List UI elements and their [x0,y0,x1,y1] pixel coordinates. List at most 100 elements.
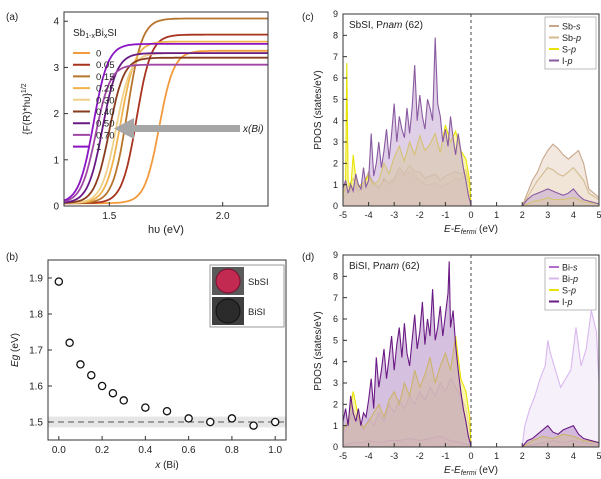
y-tick-label-a: 4 [53,17,59,28]
panel-a: (a) 1.5 2.0 0 1 2 3 4 hυ (eV) {F(R)*hυ}1/2 Sb1-xBi… [6,11,269,236]
y-tick-label-c: 0 [333,201,338,211]
x-axis-label-d: E-Efermi (eV) [444,465,498,477]
x-tick-label-a: 1.5 [102,211,116,222]
x-tick-label-c: -5 [339,210,347,220]
arrow-head [114,118,134,139]
data-point-b [227,414,237,423]
arrow-annotation: x(Bi) [242,124,264,135]
y-axis-label-d: PDOS (states/eV) [313,311,324,390]
x-tick-label-d: -4 [365,451,373,461]
legend-label-c: Sb-s [562,21,581,31]
x-tick-label-d: 4 [571,451,576,461]
y-tick-label-c: 9 [333,9,338,19]
x-tick-label-b: 0.0 [52,445,66,456]
x-tick-label-d: 0 [468,451,473,461]
x-tick-label-d: -5 [339,451,347,461]
panel-a-label: (a) [6,12,18,23]
y-tick-label-a: 1 [53,155,59,166]
sample-bisi [215,298,241,324]
panel-c-series [343,37,599,206]
x-tick-label-c: 2 [520,210,525,220]
legend-label-a: 0.25 [96,84,115,95]
y-tick-label-b: 1.7 [29,346,43,357]
y-tick-label-a: 2 [53,109,59,120]
legend-label-a: 0.70 [96,130,115,141]
data-point-b [65,338,74,348]
legend-label-d: Bi-s [562,262,578,272]
x-axis-label-b: x (Bi) [154,460,178,471]
data-point-b [108,388,118,398]
curve-1 [64,43,268,202]
data-point-b [184,414,193,423]
legend-label-a: 1 [96,142,101,153]
x-tick-label-c: -4 [365,210,373,220]
curve-0.05 [64,33,268,205]
x-tick-label-c: 4 [571,210,576,220]
y-tick-label-c: 2 [333,159,338,169]
y-tick-label-b: 1.9 [29,274,43,285]
panel-c-title: SbSI, Pnam (62) [349,20,423,31]
panel-d-title: BiSI, Pnam (62) [349,261,420,272]
panel-a-curves [64,17,268,205]
x-tick-label-c: 1 [494,210,499,220]
panel-d-label: (d) [302,252,314,263]
y-tick-label-d: 1 [333,421,338,431]
panel-b-label: (b) [6,252,18,263]
series-line-I-p [343,37,599,206]
legend-label-a: 0.30 [96,95,115,106]
sample-sbsi [215,268,241,294]
legend-label-a: 0.15 [96,72,115,83]
data-point-b [97,381,107,391]
y-tick-label-d: 2 [333,400,338,410]
x-tick-label-c: -1 [441,210,449,220]
panel-d-series [343,261,599,447]
x-tick-label-c: 0 [468,210,473,220]
x-tick-label-d: 1 [494,451,499,461]
curve-0.70 [64,63,268,203]
y-tick-label-c: 5 [333,95,338,105]
x-tick-label-d: -1 [441,451,449,461]
y-tick-label-d: 3 [333,378,338,388]
legend-label-a: 0.40 [96,107,115,118]
data-point-b [162,406,172,416]
x-tick-label-b: 0.2 [95,445,109,456]
legend-label-a: 0.05 [96,60,115,71]
x-tick-label-b: 1.0 [268,445,282,456]
y-tick-label-a: 3 [53,63,59,74]
legend-title-a: Sb1-xBixSI [73,28,117,40]
data-point-b [249,421,258,430]
y-axis-label-a: {F(R)*hυ}1/2 [21,83,33,134]
x-axis-label-a: hυ (eV) [148,224,184,236]
panel-c: (c) -5 -4 -3 -2 -1 0 1 2 3 4 5 0 1 2 3 4 5 6 7 8 9 E-Efermi (e… [302,9,601,236]
data-point-b [87,370,96,380]
x-tick-label-b: 0.6 [182,445,196,456]
x-tick-label-b: 0.4 [138,445,152,456]
x-tick-label-d: 2 [520,451,525,461]
y-tick-label-b: 1.5 [29,418,43,429]
curve-0.15 [64,17,268,205]
series-line-I-p [343,261,599,447]
panel-c-label: (c) [302,12,314,23]
x-axis-label-c: E-Efermi (eV) [444,224,498,236]
panel-b: (b) 0.0 0.2 0.4 0.6 0.8 1.0 1.5 1.6 1.7 1.8 1.9 x (B… [6,252,287,471]
y-tick-label-c: 3 [333,137,338,147]
x-tick-label-a: 2.0 [216,211,230,222]
y-tick-label-d: 7 [333,293,338,303]
y-tick-label-b: 1.8 [29,310,43,321]
data-point-b [76,360,85,369]
x-tick-label-d: 5 [596,451,601,461]
y-tick-label-d: 9 [333,250,338,260]
x-tick-label-d: -3 [390,451,398,461]
x-tick-label-c: 5 [596,210,601,220]
y-tick-label-d: 5 [333,336,338,346]
curve-0.25 [64,40,268,205]
y-tick-label-d: 0 [333,442,338,452]
y-tick-label-b: 1.6 [29,382,43,393]
y-tick-label-d: 4 [333,357,338,367]
curve-0.40 [64,56,268,204]
data-point-b [206,417,215,427]
series-fill-I-p [343,37,599,206]
legend-label-d: I-p [562,297,573,307]
legend-label-c: S-p [562,44,576,54]
